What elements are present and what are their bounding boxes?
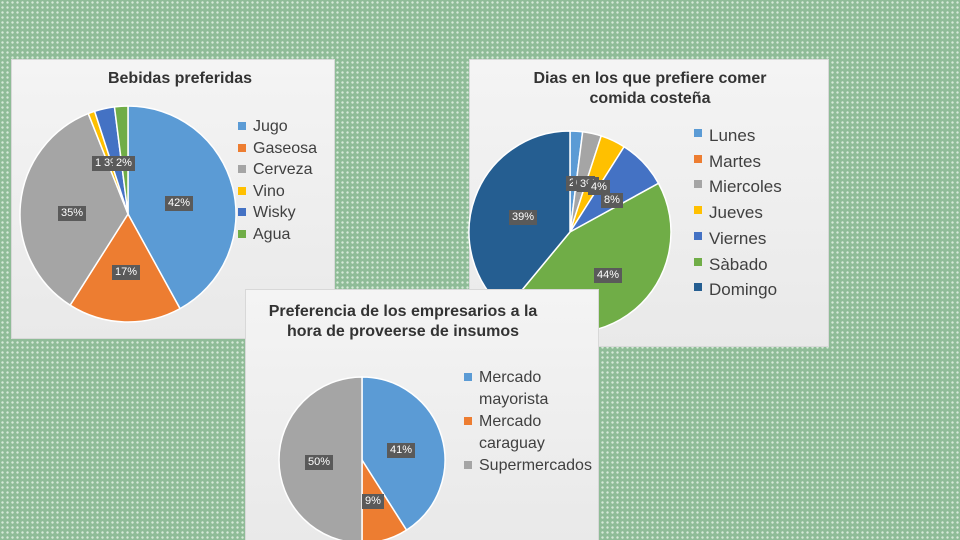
chart-title: Dias en los que prefiere comer comida co… xyxy=(533,70,767,107)
legend-label: Agua xyxy=(253,225,291,243)
legend-item: Mercado caraguay xyxy=(464,411,592,455)
legend-swatch xyxy=(694,206,702,215)
legend-item: Lunes xyxy=(694,123,782,149)
data-label: 9% xyxy=(362,494,384,509)
legend-swatch xyxy=(694,129,702,137)
legend-label: Jugo xyxy=(253,118,288,135)
legend-item: Viernes xyxy=(694,226,782,252)
legend-label: Mercado caraguay xyxy=(479,413,545,452)
legend-swatch xyxy=(694,154,702,163)
data-label: 2% xyxy=(113,156,135,171)
legend-item: Jueves xyxy=(694,200,782,226)
legend-item: Wisky xyxy=(238,202,317,224)
legend-item: Gaseosa xyxy=(238,138,317,160)
legend-item: Cerveza xyxy=(238,159,317,181)
legend-swatch xyxy=(694,180,702,189)
legend-swatch xyxy=(238,143,246,152)
legend-label: Vino xyxy=(253,182,285,200)
legend-swatch xyxy=(694,231,702,240)
legend-label: Miercoles xyxy=(709,177,782,197)
legend-swatch xyxy=(238,186,246,195)
data-label: 39% xyxy=(509,210,538,225)
legend-swatch xyxy=(464,373,472,381)
legend: Lunes Martes Miercoles Jueves Viernes Sàbado D… xyxy=(694,123,782,303)
legend-swatch xyxy=(238,165,246,173)
data-label: 35% xyxy=(58,206,87,221)
data-label: 8% xyxy=(601,193,623,208)
legend-item: Supermercados xyxy=(464,455,592,477)
data-label: 42% xyxy=(165,196,194,211)
data-label: 4% xyxy=(588,180,610,195)
legend-item: Sàbado xyxy=(694,252,782,278)
data-label: 17% xyxy=(112,265,141,280)
legend-label: Domingo xyxy=(709,280,778,300)
legend-swatch xyxy=(238,229,246,238)
legend-swatch xyxy=(464,417,472,425)
legend-item: Jugo xyxy=(238,116,317,138)
legend-item: Agua xyxy=(238,224,317,246)
legend-label: Gaseosa xyxy=(253,139,318,157)
legend-label: Supermercados xyxy=(479,457,592,474)
legend-label: Lunes xyxy=(709,126,756,145)
legend-swatch xyxy=(238,122,246,130)
legend-swatch xyxy=(694,257,702,266)
legend-item: Martes xyxy=(694,149,782,175)
legend-label: Jueves xyxy=(709,203,763,223)
legend-item: Mercado mayorista xyxy=(464,367,592,411)
legend-label: Sàbado xyxy=(709,254,768,274)
legend-swatch xyxy=(464,461,472,469)
legend: Mercado mayorista Mercado caraguay Superme… xyxy=(464,367,592,477)
legend-label: Mercado mayorista xyxy=(479,369,549,408)
legend: Jugo Gaseosa Cerveza Vino Wisky Agua xyxy=(238,116,317,245)
data-label: 41% xyxy=(387,443,416,458)
legend-swatch xyxy=(238,208,246,216)
legend-label: Cerveza xyxy=(253,161,313,178)
chart-title: Preferencia de los empresarios a la hora… xyxy=(268,303,538,340)
legend-label: Martes xyxy=(709,151,761,171)
legend-label: Wisky xyxy=(253,204,296,221)
legend-label: Viernes xyxy=(709,228,767,248)
legend-item: Vino xyxy=(238,181,317,203)
legend-swatch xyxy=(694,283,702,292)
data-label: 50% xyxy=(305,455,334,470)
chart-title: Bebidas preferidas xyxy=(107,70,253,87)
data-label: 44% xyxy=(594,268,623,283)
legend-item: Miercoles xyxy=(694,174,782,200)
legend-item: Domingo xyxy=(694,277,782,303)
